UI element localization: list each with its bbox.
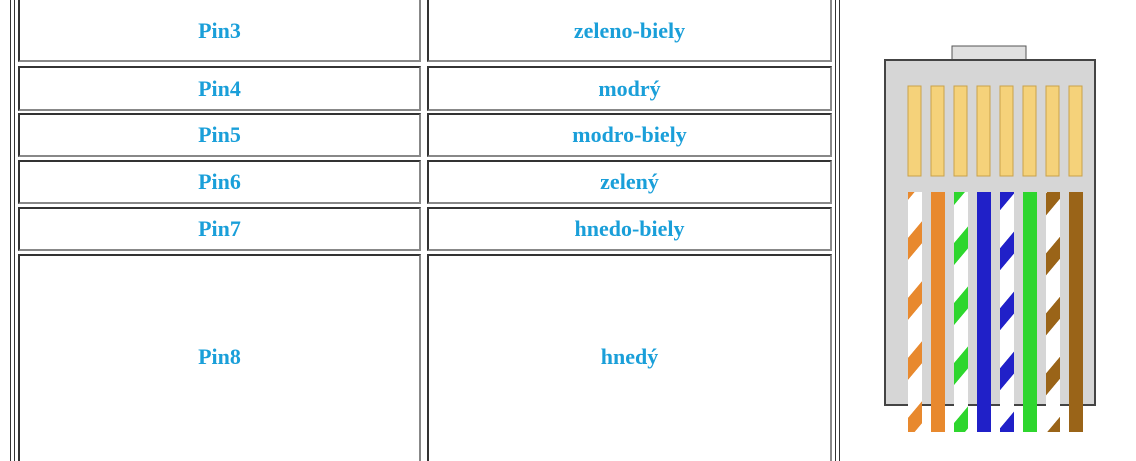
pin-cell: Pin5 [18, 113, 421, 157]
pin-cell: Pin7 [18, 207, 421, 251]
table-border [14, 0, 15, 461]
color-cell: zeleno-biely [427, 0, 832, 62]
table-border [10, 0, 11, 461]
pin-cell: Pin4 [18, 66, 421, 111]
pin-cell: Pin8 [18, 254, 421, 461]
table-border [839, 0, 840, 461]
color-cell: hnedý [427, 254, 832, 461]
color-cell: modro-biely [427, 113, 832, 157]
color-cell: hnedo-biely [427, 207, 832, 251]
pin-cell: Pin6 [18, 160, 421, 204]
table-border [835, 0, 836, 461]
color-cell: zelený [427, 160, 832, 204]
color-cell: modrý [427, 66, 832, 111]
pin-cell: Pin3 [18, 0, 421, 62]
